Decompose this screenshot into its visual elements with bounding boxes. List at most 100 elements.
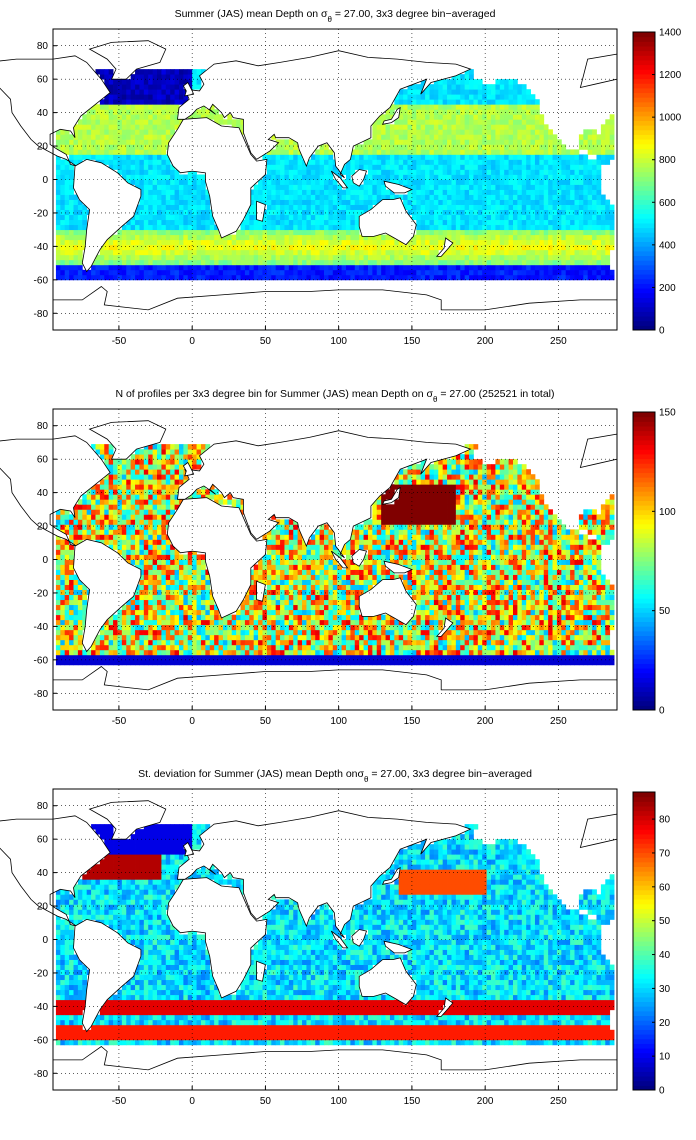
heatmap-cell — [69, 609, 74, 616]
heatmap-cell — [345, 209, 351, 216]
heatmap-cell — [482, 134, 488, 140]
heatmap-cell — [139, 204, 145, 210]
heatmap-cell — [170, 549, 175, 555]
heatmap-cell — [139, 539, 145, 545]
heatmap-cell — [324, 149, 329, 155]
heatmap-cell — [205, 644, 211, 651]
heatmap-cell — [135, 479, 140, 485]
heatmap-cell — [403, 99, 408, 105]
heatmap-cell — [165, 589, 171, 596]
heatmap-cell — [244, 234, 250, 241]
heatmap-cell — [187, 219, 193, 226]
heatmap-cell — [556, 224, 562, 231]
heatmap-cell — [411, 174, 417, 180]
heatmap-cell — [117, 609, 123, 616]
heatmap-cell — [69, 519, 74, 525]
heatmap-cell — [451, 224, 457, 231]
heatmap-cell — [152, 599, 158, 606]
heatmap-cell — [548, 139, 553, 145]
heatmap-cell — [69, 564, 74, 570]
heatmap-cell — [139, 544, 145, 550]
heatmap-cell — [420, 229, 426, 236]
heatmap-cell — [341, 209, 347, 216]
heatmap-cell — [482, 264, 488, 271]
heatmap-cell — [77, 614, 83, 621]
heatmap-cell — [157, 574, 162, 580]
heatmap-cell — [556, 159, 562, 165]
heatmap-cell — [556, 229, 562, 236]
heatmap-cell — [306, 164, 312, 170]
heatmap-cell — [244, 214, 250, 221]
heatmap-cell — [271, 244, 277, 251]
heatmap-cell — [170, 74, 175, 80]
colorbar-swatch — [633, 306, 655, 312]
heatmap-cell — [121, 494, 127, 500]
heatmap-cell — [157, 594, 162, 601]
heatmap-cell — [297, 154, 303, 160]
heatmap-cell — [99, 134, 105, 140]
heatmap-cell — [126, 629, 132, 636]
heatmap-cell — [157, 604, 162, 611]
heatmap-cell — [447, 129, 452, 135]
heatmap-cell — [64, 599, 70, 606]
heatmap-cell — [583, 234, 589, 241]
heatmap-cell — [121, 244, 127, 251]
heatmap-cell — [447, 219, 452, 226]
heatmap-cell — [174, 659, 180, 666]
heatmap-cell — [385, 109, 391, 115]
heatmap-cell — [499, 249, 505, 256]
heatmap-cell — [152, 649, 158, 656]
heatmap-cell — [425, 184, 430, 190]
heatmap-cell — [539, 159, 545, 165]
heatmap-cell — [420, 274, 426, 281]
heatmap-cell — [293, 164, 299, 170]
heatmap-cell — [425, 169, 430, 175]
heatmap-cell — [187, 274, 193, 281]
heatmap-cell — [315, 194, 321, 200]
heatmap-cell — [416, 174, 422, 180]
heatmap-cell — [55, 569, 61, 575]
heatmap-cell — [464, 149, 470, 155]
heatmap-cell — [148, 194, 154, 200]
heatmap-cell — [95, 534, 101, 540]
heatmap-cell — [521, 154, 527, 160]
heatmap-cell — [482, 84, 488, 90]
heatmap-cell — [161, 569, 167, 575]
heatmap-cell — [319, 204, 325, 210]
heatmap-cell — [73, 209, 79, 216]
heatmap-cell — [337, 189, 342, 195]
heatmap-cell — [442, 134, 448, 140]
heatmap-cell — [455, 259, 461, 266]
heatmap-cell — [521, 104, 527, 110]
heatmap-cell — [148, 84, 154, 90]
heatmap-cell — [499, 104, 505, 110]
heatmap-cell — [73, 644, 79, 651]
heatmap-cell — [491, 124, 496, 130]
heatmap-cell — [148, 124, 154, 130]
heatmap-cell — [209, 259, 215, 266]
heatmap-cell — [482, 194, 488, 200]
heatmap-cell — [407, 204, 413, 210]
heatmap-cell — [152, 474, 158, 480]
panel-2: -50 0 50 100 150 200 250-80-60-40-20020406080N… — [0, 388, 676, 727]
heatmap-cell — [556, 199, 562, 205]
heatmap-cell — [600, 274, 606, 281]
heatmap-cell — [302, 179, 307, 185]
colorbar-swatch — [633, 134, 655, 140]
heatmap-cell — [482, 274, 488, 281]
heatmap-cell — [512, 149, 518, 155]
heatmap-cell — [416, 274, 422, 281]
heatmap-cell — [161, 634, 167, 641]
heatmap-cell — [183, 74, 189, 80]
heatmap-cell — [499, 159, 505, 165]
heatmap-cell — [148, 659, 154, 666]
heatmap-cell — [192, 79, 197, 85]
heatmap-cell — [170, 249, 175, 256]
heatmap-cell — [469, 174, 474, 180]
heatmap-cell — [69, 139, 74, 145]
heatmap-cell — [499, 199, 505, 205]
heatmap-cell — [99, 519, 105, 525]
heatmap-cell — [91, 649, 96, 656]
heatmap-cell — [433, 149, 439, 155]
heatmap-cell — [196, 634, 202, 641]
